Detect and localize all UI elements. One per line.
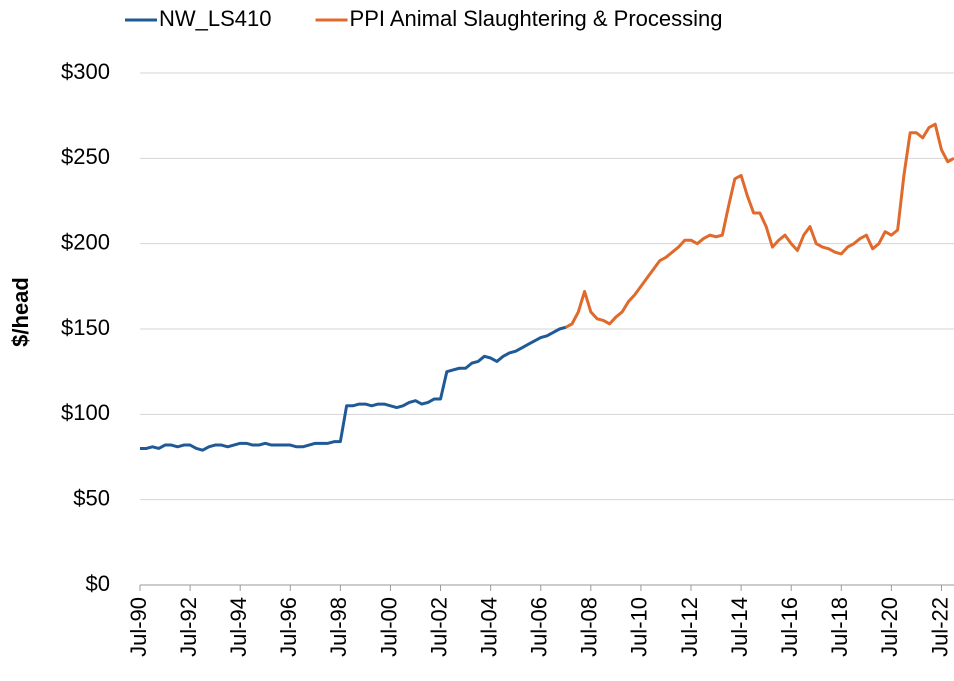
legend-label: PPI Animal Slaughtering & Processing bbox=[350, 6, 723, 31]
x-tick-label: Jul-14 bbox=[727, 597, 752, 657]
x-tick-label: Jul-06 bbox=[527, 597, 552, 657]
x-tick-label: Jul-16 bbox=[777, 597, 802, 657]
series-line bbox=[565, 122, 954, 329]
x-tick-label: Jul-04 bbox=[476, 597, 501, 657]
x-tick-label: Jul-10 bbox=[627, 597, 652, 657]
x-tick-label: Jul-00 bbox=[376, 597, 401, 657]
x-tick-label: Jul-90 bbox=[126, 597, 151, 657]
x-tick-label: Jul-94 bbox=[226, 597, 251, 657]
x-tick-label: Jul-20 bbox=[877, 597, 902, 657]
y-tick-label: $150 bbox=[61, 315, 110, 340]
x-tick-label: Jul-12 bbox=[677, 597, 702, 657]
y-tick-label: $200 bbox=[61, 229, 110, 254]
y-axis-title: $/head bbox=[8, 277, 33, 347]
x-tick-label: Jul-98 bbox=[326, 597, 351, 657]
series-line bbox=[140, 325, 567, 452]
x-tick-label: Jul-22 bbox=[927, 597, 952, 657]
y-tick-label: $50 bbox=[73, 485, 110, 510]
x-tick-label: Jul-08 bbox=[577, 597, 602, 657]
y-tick-label: $100 bbox=[61, 400, 110, 425]
x-tick-label: Jul-02 bbox=[426, 597, 451, 657]
x-tick-label: Jul-96 bbox=[276, 597, 301, 657]
y-tick-label: $250 bbox=[61, 144, 110, 169]
x-tick-label: Jul-18 bbox=[827, 597, 852, 657]
y-tick-label: $0 bbox=[86, 571, 110, 596]
legend-label: NW_LS410 bbox=[159, 6, 272, 31]
y-tick-label: $300 bbox=[61, 59, 110, 84]
x-tick-label: Jul-92 bbox=[176, 597, 201, 657]
